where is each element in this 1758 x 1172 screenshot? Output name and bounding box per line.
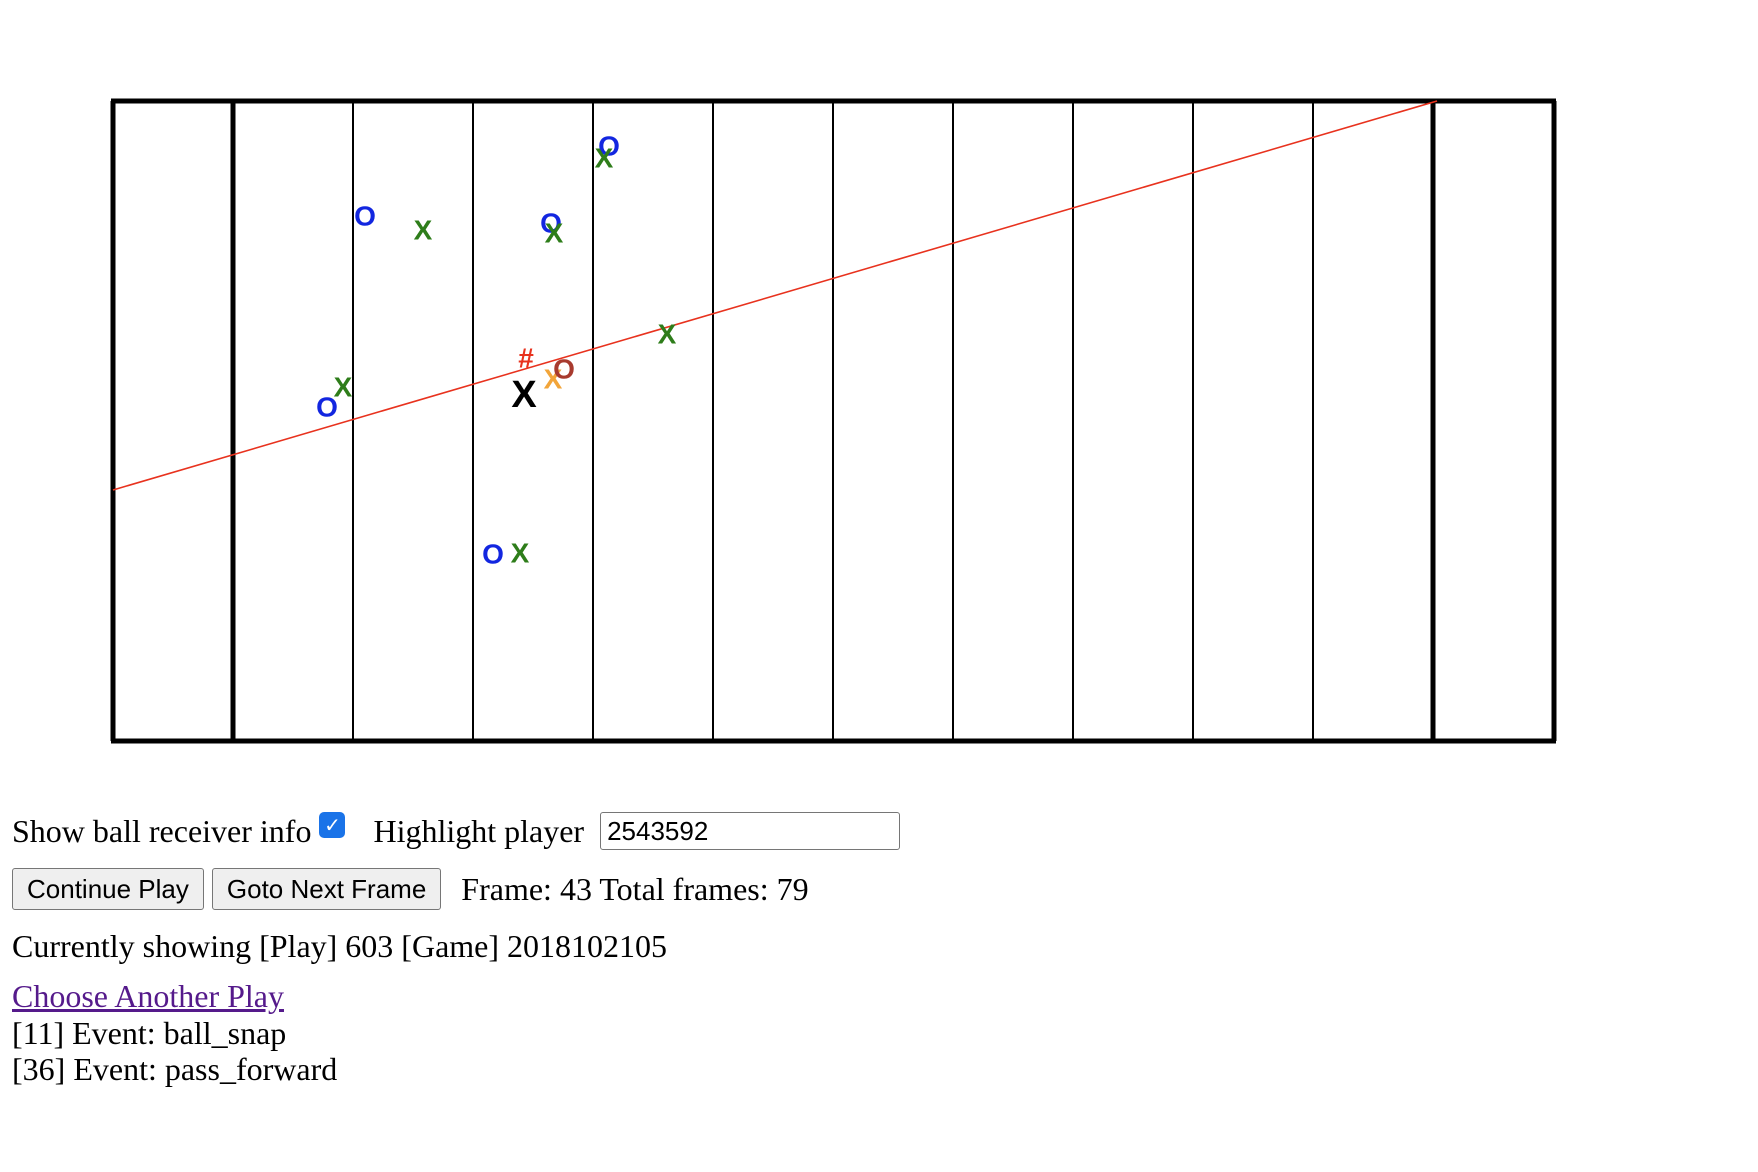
player-marker-receiver-defender: X xyxy=(544,363,563,394)
player-marker-defense: X xyxy=(595,142,614,173)
ball-trajectory-line xyxy=(112,100,1438,491)
choose-another-play-link[interactable]: Choose Another Play xyxy=(12,978,284,1014)
continue-play-button[interactable]: Continue Play xyxy=(12,868,204,910)
next-frame-button[interactable]: Goto Next Frame xyxy=(211,868,442,910)
playback-row: Continue Play Goto Next Frame Frame: 43 … xyxy=(12,868,809,910)
player-marker-defense: X xyxy=(334,371,353,402)
options-row: Show ball receiver info ✓ Highlight play… xyxy=(12,812,901,850)
player-marker-offense: O xyxy=(598,130,620,161)
ball-marker: # xyxy=(518,342,534,373)
player-marker-offense: O xyxy=(354,200,376,231)
show-receiver-label: Show ball receiver info xyxy=(12,812,312,849)
events-block: Choose Another Play [11] Event: ball_sna… xyxy=(12,978,337,1087)
player-marker-offense: O xyxy=(482,538,504,569)
player-marker-defense: X xyxy=(658,318,677,349)
highlight-player-label: Highlight player xyxy=(373,812,585,849)
player-marker-offense: O xyxy=(316,391,338,422)
player-marker-defense: X xyxy=(511,537,530,568)
frame-info: Frame: 43 Total frames: 79 xyxy=(461,870,809,907)
event-item: [11] Event: ball_snap xyxy=(12,1015,287,1051)
field-lines xyxy=(110,98,1557,744)
player-marker-offense: O xyxy=(540,207,562,238)
player-marker-defense: X xyxy=(545,217,564,248)
player-marker-ball-receiver: O xyxy=(553,353,575,384)
show-receiver-checkbox[interactable]: ✓ xyxy=(319,812,346,838)
player-marker-defense: X xyxy=(414,214,433,245)
currently-showing-text: Currently showing [Play] 603 [Game] 2018… xyxy=(12,928,668,964)
highlight-player-input[interactable] xyxy=(600,812,901,850)
event-item: [36] Event: pass_forward xyxy=(12,1051,338,1087)
player-marker-highlighted-player: X xyxy=(511,374,537,416)
status-row: Currently showing [Play] 603 [Game] 2018… xyxy=(12,928,667,965)
